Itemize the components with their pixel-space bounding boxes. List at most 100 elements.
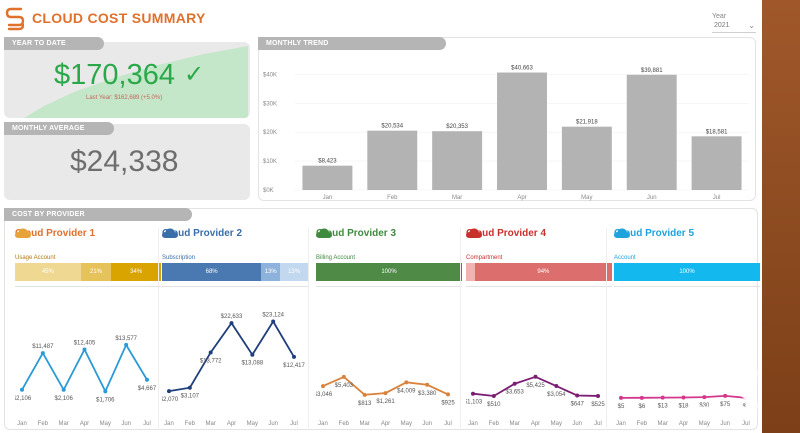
trend-bar-value-label: $20,534 [381,124,403,130]
data-value-label: $6 [638,404,645,410]
cloud-icon [316,228,332,238]
data-point[interactable] [103,389,108,394]
x-tick-label: Jul [290,421,298,427]
y-tick-label: $30K [263,101,277,107]
data-point[interactable] [250,352,255,357]
data-point[interactable] [271,319,276,324]
provider-title: Cloud Provider 3 [316,228,396,239]
trend-bar[interactable] [561,126,612,190]
trend-bar[interactable] [367,130,418,190]
ytd-card: $170,364 ✓ Last Year: $162,689 (+5.0%) [4,42,250,118]
provider-line-chart: $2,070 Jan $3,107 Feb $13,772 Mar $22,633 Apr $1… [162,313,306,427]
data-point[interactable] [124,342,129,347]
provider-name: Cloud Provider 3 [316,228,397,239]
data-point[interactable] [292,354,296,359]
check-icon: ✓ [184,61,205,88]
share-segment[interactable]: 13% [280,263,308,281]
year-dropdown[interactable]: 2021 ⌄ [712,21,756,33]
provider-line-chart: $2,106 Jan $11,487 Feb $2,106 Mar $12,405 Apr $1… [15,336,157,427]
cloud-icon [15,228,31,238]
x-tick-label: Feb [38,421,49,427]
trend-bar[interactable] [626,74,677,190]
divider [614,286,760,287]
data-point[interactable] [404,380,409,385]
data-point[interactable] [471,391,475,396]
provider-name: Cloud Provider 1 [15,228,96,239]
x-tick-label: Apr [531,421,540,427]
data-point[interactable] [20,387,24,392]
data-point[interactable] [82,347,87,352]
data-point[interactable] [533,374,538,379]
data-value-label: $22,633 [221,314,243,320]
data-value-label: $925 [441,400,455,406]
x-tick-label: Jun [422,421,432,427]
share-segment[interactable]: 100% [316,263,462,281]
share-segment[interactable]: 45% [15,263,81,281]
provider-share-bar: 45% 21% 34% [15,263,161,281]
data-point[interactable] [187,385,192,390]
data-point[interactable] [61,387,66,392]
data-point[interactable] [167,389,171,394]
x-tick-label: Mar [452,195,462,201]
provider-column: Cloud Provider 3 Billing Account 100% $3,04… [316,222,462,430]
data-point[interactable] [208,350,213,355]
data-point[interactable] [229,321,234,326]
share-segment[interactable]: 34% [111,263,161,281]
data-point[interactable] [702,395,707,400]
provider-column: Cloud Provider 4Compartment94%$1,103Jan$… [466,222,612,430]
cloud-icon [614,228,630,238]
share-segment[interactable]: 13% [261,263,281,281]
trend-bar[interactable] [691,136,742,190]
share-segment[interactable]: 100% [614,263,760,281]
data-point[interactable] [619,395,623,400]
data-point[interactable] [425,382,430,387]
trend-bar[interactable] [497,72,547,190]
trend-bar[interactable] [432,131,483,190]
share-segment[interactable]: 94% [474,263,612,281]
x-tick-label: Jul [713,195,721,201]
divider [316,286,462,287]
data-point[interactable] [321,384,325,389]
page-title: CLOUD COST SUMMARY [32,10,206,26]
data-point[interactable] [145,377,149,382]
data-value-label: $13 [658,404,669,410]
y-tick-label: $10K [263,159,277,165]
data-point[interactable] [40,351,45,356]
provider-title: Cloud Provider 4 [466,228,546,239]
provider-share-bar: 94% [466,263,612,281]
share-segment[interactable]: 21% [80,263,112,281]
data-point[interactable] [446,392,450,397]
data-point[interactable] [596,393,600,398]
provider-column: Cloud Provider 2Subscription68%13%13%$2,… [162,222,308,430]
data-point[interactable] [362,392,367,397]
provider-name: Cloud Provider 2 [162,228,243,239]
data-point[interactable] [554,384,559,389]
data-point[interactable] [660,395,665,400]
data-point[interactable] [383,391,388,396]
trend-bar[interactable] [302,165,353,190]
x-tick-label: Jan [323,195,333,201]
x-tick-label: May [699,421,710,427]
share-segment[interactable]: 68% [162,263,262,281]
column-separator [460,228,461,428]
data-point[interactable] [681,395,686,400]
cost-by-provider-tag: COST BY PROVIDER [4,208,192,221]
share-segment[interactable] [466,263,475,281]
x-tick-label: Jul [143,421,151,427]
ytd-value: $170,364 [54,59,175,91]
data-point[interactable] [575,393,580,398]
data-point[interactable] [639,395,644,400]
data-point[interactable] [723,393,728,398]
data-value-label: $3,046 [316,392,333,398]
data-value-label: $13,772 [200,358,222,364]
data-point[interactable] [341,374,346,379]
x-tick-label: Jun [572,421,582,427]
data-value-label: $12,405 [74,341,96,347]
data-point[interactable] [491,394,496,399]
brand-logo-icon [5,7,25,31]
data-point[interactable] [512,381,517,386]
data-value-label: $3,054 [547,392,566,398]
x-tick-label: Jan [616,421,626,427]
x-tick-label: Jan [318,421,328,427]
x-tick-label: Jul [594,421,602,427]
